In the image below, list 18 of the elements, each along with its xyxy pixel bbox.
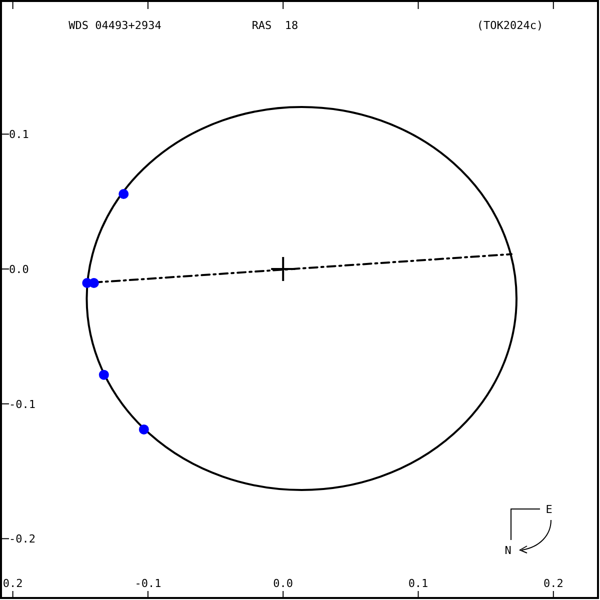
point [118,189,129,200]
point [271,256,296,281]
y-tick-label: 0.0 [9,262,29,276]
annotation: E [546,503,552,516]
point [98,370,109,380]
x-tick-label: 0.0 [273,577,294,590]
text: WDS 04493+2934 [68,19,162,32]
point [138,424,149,434]
y-tick-label: 0.1 [9,128,29,142]
annotation: (TOK2024c) [476,19,544,32]
x-tick-label: 0.1 [408,577,428,590]
y-tick-label: -0.1 [9,398,36,411]
annotation: N [504,544,512,557]
x-tick-label: 0.2 [543,577,564,590]
annotation: RAS 18 [252,19,298,32]
y-tick-label: -0.2 [9,532,36,546]
x-tick-label: -0.1 [134,577,162,590]
x-tick-label: 0.2 [2,577,23,590]
